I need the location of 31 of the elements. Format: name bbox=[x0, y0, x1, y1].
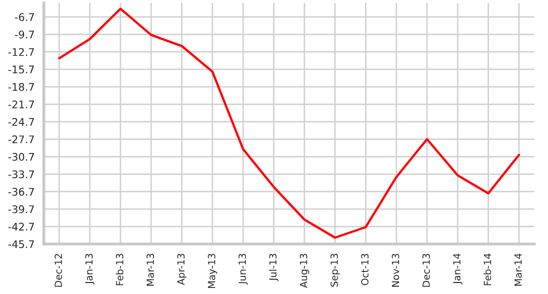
y-tick-label: -21.7 bbox=[8, 100, 34, 108]
x-tick-label: Dec-13 bbox=[422, 254, 430, 287]
x-tick-label: Sep-13 bbox=[330, 254, 340, 287]
y-tick-label: -33.7 bbox=[8, 170, 34, 178]
x-tick-label: Jul-13 bbox=[269, 254, 278, 282]
y-tick-label: -39.7 bbox=[8, 205, 34, 214]
x-tick-label: Feb-13 bbox=[116, 254, 124, 286]
x-tick-label: Jan-13 bbox=[85, 254, 94, 284]
y-tick-label: -15.7 bbox=[8, 66, 34, 74]
x-tick-label: Dec-12 bbox=[54, 254, 62, 287]
y-tick-label: -6.7 bbox=[15, 13, 34, 22]
x-tick-label: Apr-13 bbox=[177, 254, 186, 286]
x-tick-label: Jan-14 bbox=[453, 254, 462, 284]
y-tick-label: -30.7 bbox=[8, 152, 34, 161]
line-series bbox=[58, 8, 520, 239]
y-tick-label: -36.7 bbox=[8, 188, 34, 196]
x-tick-label: May-13 bbox=[208, 254, 218, 288]
x-tick-label: Feb-14 bbox=[484, 254, 492, 286]
y-tick-label: -42.7 bbox=[8, 222, 34, 231]
x-tick-label: Nov-13 bbox=[392, 254, 400, 287]
y-tick-label: -45.7 bbox=[8, 240, 34, 248]
x-tick-label: Jun-13 bbox=[238, 254, 248, 285]
y-tick-label: -18.7 bbox=[8, 83, 34, 91]
y-tick-label: -12.7 bbox=[8, 48, 34, 56]
y-tick-label: -24.7 bbox=[8, 118, 34, 126]
y-tick-label: -27.7 bbox=[8, 135, 34, 144]
x-tick-label: Aug-13 bbox=[300, 254, 310, 288]
x-tick-label: Mar-14 bbox=[514, 254, 522, 286]
y-tick-label: -9.7 bbox=[15, 30, 34, 38]
x-tick-label: Mar-13 bbox=[146, 254, 154, 286]
x-tick-label: Oct-13 bbox=[361, 254, 369, 286]
